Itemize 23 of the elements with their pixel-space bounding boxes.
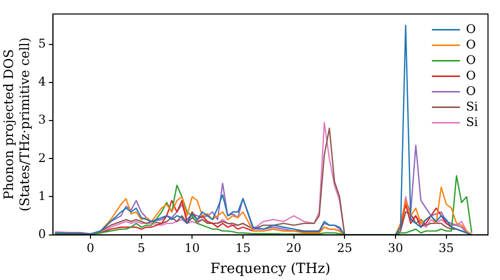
legend-label: O	[466, 84, 476, 98]
legend-label: O	[466, 22, 476, 36]
legend-label: O	[466, 52, 476, 67]
y-tick-label: 3	[38, 112, 46, 127]
legend-label: Si	[466, 99, 478, 114]
y-tick-label: 4	[38, 74, 46, 89]
y-tick-label: 2	[38, 150, 46, 165]
x-tick-label: 10	[184, 241, 200, 256]
y-axis-title: Phonon projected DOS (States/THz·primitive cell)	[2, 37, 33, 212]
y-tick-label: 1	[38, 188, 46, 203]
x-tick-label: 5	[137, 241, 146, 256]
legend-label: O	[466, 68, 476, 82]
y-tick-label: 5	[38, 36, 46, 51]
x-tick-label: 15	[235, 241, 251, 256]
x-tick-label: 25	[337, 241, 352, 256]
x-axis-title: Frequency (THz)	[210, 261, 330, 278]
x-tick-label: 20	[286, 241, 302, 256]
x-tick-label: 30	[388, 241, 404, 256]
legend-label: Si	[466, 114, 478, 129]
legend-label: O	[466, 37, 476, 52]
y-tick-label: 0	[38, 226, 46, 241]
x-tick-label: 35	[438, 241, 454, 256]
x-tick-label: 0	[86, 241, 94, 256]
